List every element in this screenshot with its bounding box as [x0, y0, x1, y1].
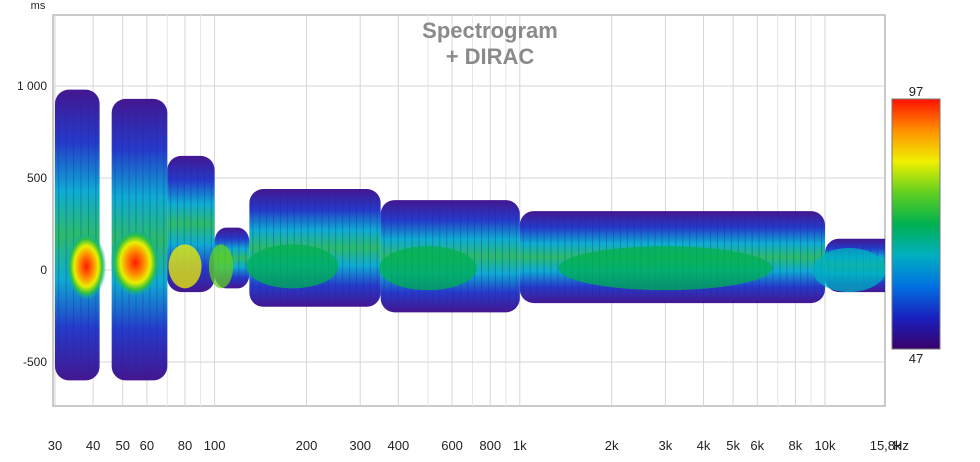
x-tick-label: 15,8k	[870, 438, 902, 453]
x-tick-label: 10k	[815, 438, 836, 453]
y-tick-label: 1 000	[17, 79, 47, 93]
colorbar-min-label: 47	[909, 351, 923, 366]
x-tick-label: 400	[387, 438, 409, 453]
spectrogram-peak	[812, 248, 885, 292]
x-tick-labels: 30 40 50 60 80 100 200 300 400 600 800 1k 2k 3k 4k 5k 6k…	[48, 438, 902, 453]
y-tick-labels: 1 000 500 0 -500	[17, 79, 47, 369]
x-tick-label: 8k	[789, 438, 803, 453]
spectrogram-region	[55, 89, 100, 381]
x-tick-label: 3k	[659, 438, 673, 453]
spectrogram-peak	[66, 232, 107, 301]
x-tick-label: 6k	[750, 438, 764, 453]
spectrogram-peak	[558, 246, 773, 291]
spectrogram-peak	[208, 244, 234, 289]
spectrogram-peak	[110, 228, 161, 297]
chart-title: Spectrogram	[422, 18, 558, 43]
colorbar-max-label: 97	[909, 84, 923, 99]
x-tick-label: 50	[115, 438, 129, 453]
x-tick-label: 80	[178, 438, 192, 453]
y-tick-label: 0	[40, 263, 47, 277]
spectrogram-regions	[55, 89, 885, 381]
x-tick-label: 100	[204, 438, 226, 453]
y-tick-label: -500	[23, 355, 47, 369]
spectrogram-peak	[379, 246, 477, 291]
colorbar	[891, 98, 941, 350]
x-tick-label: 800	[479, 438, 501, 453]
x-tick-label: 200	[296, 438, 318, 453]
y-tick-label: 500	[27, 171, 47, 185]
x-axis-unit-label: Hz	[893, 438, 909, 453]
x-tick-label: 60	[140, 438, 154, 453]
chart-subtitle: + DIRAC	[446, 44, 535, 69]
x-tick-label: 30	[48, 438, 62, 453]
x-tick-label: 300	[349, 438, 371, 453]
x-tick-label: 2k	[605, 438, 619, 453]
x-tick-label: 600	[441, 438, 463, 453]
spectrogram-peak	[246, 244, 339, 289]
y-axis-unit-label: ms	[31, 0, 46, 12]
x-tick-label: 1k	[513, 438, 527, 453]
x-tick-label: 4k	[697, 438, 711, 453]
spectrogram-peak	[168, 244, 202, 289]
x-tick-label: 5k	[726, 438, 740, 453]
x-tick-label: 40	[86, 438, 100, 453]
